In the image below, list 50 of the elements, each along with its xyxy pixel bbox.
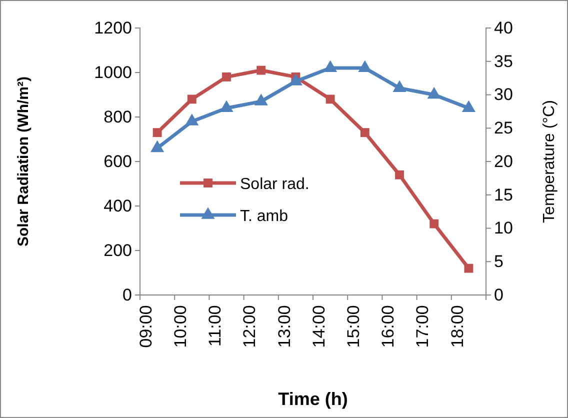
x-tick-label: 12:00	[240, 305, 260, 348]
point	[430, 219, 439, 228]
point	[256, 66, 266, 75]
y-tick-label: 800	[104, 107, 132, 126]
x-tick-label: 15:00	[344, 305, 363, 348]
point	[427, 86, 441, 99]
point	[222, 72, 231, 82]
y-axis-title: Solar Radiation (Wh/m²)	[15, 76, 32, 246]
x-tick-label: 14:00	[309, 305, 328, 348]
legend-label: Solar rad.	[240, 176, 310, 193]
y-tick-label: 1000	[94, 62, 132, 82]
y2-tick-label: 20	[494, 152, 513, 171]
y2-tick-label: 15	[494, 185, 513, 204]
point	[462, 100, 476, 112]
point	[360, 128, 370, 138]
point	[326, 94, 335, 104]
point	[152, 128, 162, 138]
y2-tick-label: 0	[494, 285, 504, 304]
y2-axis-title: Temperature (°C)	[541, 100, 558, 223]
point	[150, 140, 164, 152]
y-tick-label: 200	[104, 240, 132, 260]
point	[464, 264, 474, 273]
point	[392, 80, 406, 92]
point	[395, 170, 404, 180]
point	[187, 94, 196, 104]
point	[324, 60, 338, 72]
y-tick-label: 1200	[94, 18, 132, 38]
x-tick-label: 18:00	[448, 305, 467, 348]
y2-tick-label: 30	[494, 85, 513, 104]
y2-tick-label: 40	[494, 18, 513, 38]
y2-tick-label: 35	[494, 52, 513, 71]
point	[358, 60, 372, 72]
point	[185, 114, 199, 126]
point	[254, 94, 268, 106]
legend-label: T. amb	[240, 208, 288, 225]
x-tick-label: 11:00	[206, 305, 225, 346]
point	[220, 100, 234, 112]
y-tick-label: 0	[122, 285, 132, 304]
y-tick-label: 400	[104, 196, 132, 216]
y2-tick-label: 10	[494, 218, 513, 238]
x-tick-label: 16:00	[378, 305, 398, 348]
x-tick-label: 10:00	[170, 305, 190, 348]
x-tick-label: 13:00	[274, 305, 294, 348]
y-tick-label: 600	[104, 152, 132, 171]
y2-tick-label: 5	[494, 252, 504, 272]
x-axis-title: Time (h)	[278, 389, 348, 409]
x-tick-label: 17:00	[413, 305, 432, 348]
point	[288, 74, 302, 86]
x-tick-label: 09:00	[136, 305, 156, 348]
y2-tick-label: 25	[494, 118, 513, 138]
